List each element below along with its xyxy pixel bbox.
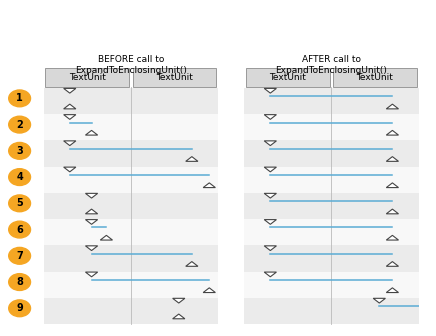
Bar bbox=[44, 298, 218, 324]
Polygon shape bbox=[386, 235, 399, 240]
Polygon shape bbox=[173, 314, 185, 319]
Text: 7: 7 bbox=[16, 251, 23, 261]
Text: 8: 8 bbox=[16, 277, 23, 287]
Text: TextUnit: TextUnit bbox=[269, 73, 306, 82]
Text: 3: 3 bbox=[16, 146, 23, 156]
Text: 9: 9 bbox=[16, 303, 23, 313]
Polygon shape bbox=[386, 288, 399, 293]
Polygon shape bbox=[373, 298, 385, 303]
Polygon shape bbox=[264, 141, 276, 145]
Bar bbox=[244, 219, 419, 245]
Polygon shape bbox=[203, 288, 215, 293]
Text: TextUnit: TextUnit bbox=[357, 73, 393, 82]
Polygon shape bbox=[64, 88, 76, 93]
Bar bbox=[244, 271, 419, 298]
Polygon shape bbox=[64, 104, 76, 109]
Text: TextUnit: TextUnit bbox=[156, 73, 193, 82]
Polygon shape bbox=[64, 141, 76, 145]
Polygon shape bbox=[85, 193, 98, 198]
Text: 6: 6 bbox=[16, 224, 23, 235]
Bar bbox=[44, 167, 218, 193]
Text: 2: 2 bbox=[16, 120, 23, 130]
Polygon shape bbox=[386, 104, 399, 109]
Polygon shape bbox=[264, 193, 276, 198]
Polygon shape bbox=[264, 220, 276, 224]
Polygon shape bbox=[386, 183, 399, 187]
Bar bbox=[44, 88, 218, 114]
FancyBboxPatch shape bbox=[45, 68, 129, 87]
Text: AFTER call to
ExpandToEnclosingUnit(): AFTER call to ExpandToEnclosingUnit() bbox=[276, 55, 387, 75]
Polygon shape bbox=[100, 235, 112, 240]
Polygon shape bbox=[186, 262, 198, 266]
Polygon shape bbox=[386, 130, 399, 135]
Polygon shape bbox=[186, 157, 198, 161]
Bar bbox=[244, 140, 419, 167]
Text: 4: 4 bbox=[16, 172, 23, 182]
Polygon shape bbox=[85, 130, 98, 135]
Polygon shape bbox=[386, 262, 399, 266]
Polygon shape bbox=[386, 209, 399, 214]
Polygon shape bbox=[264, 88, 276, 93]
Text: 5: 5 bbox=[16, 198, 23, 208]
Polygon shape bbox=[85, 220, 98, 224]
Text: BEFORE call to
ExpandToEnclosingUnit(): BEFORE call to ExpandToEnclosingUnit() bbox=[75, 55, 187, 75]
Bar bbox=[244, 245, 419, 271]
Bar bbox=[44, 114, 218, 140]
Polygon shape bbox=[85, 272, 98, 277]
Bar bbox=[44, 140, 218, 167]
Polygon shape bbox=[264, 115, 276, 119]
Polygon shape bbox=[173, 298, 185, 303]
Bar bbox=[44, 245, 218, 271]
Bar bbox=[244, 114, 419, 140]
Bar bbox=[44, 193, 218, 219]
Bar bbox=[244, 88, 419, 114]
Polygon shape bbox=[386, 157, 399, 161]
Text: 1: 1 bbox=[16, 93, 23, 103]
Bar bbox=[44, 271, 218, 298]
Polygon shape bbox=[421, 314, 433, 319]
FancyBboxPatch shape bbox=[246, 68, 330, 87]
FancyBboxPatch shape bbox=[133, 68, 216, 87]
Bar bbox=[44, 219, 218, 245]
Polygon shape bbox=[64, 115, 76, 119]
FancyBboxPatch shape bbox=[333, 68, 417, 87]
Bar bbox=[244, 167, 419, 193]
Polygon shape bbox=[203, 183, 215, 187]
Polygon shape bbox=[85, 209, 98, 214]
Text: TextUnit: TextUnit bbox=[69, 73, 106, 82]
Polygon shape bbox=[264, 272, 276, 277]
Polygon shape bbox=[64, 167, 76, 172]
Bar bbox=[244, 298, 419, 324]
Polygon shape bbox=[264, 167, 276, 172]
Polygon shape bbox=[264, 246, 276, 251]
Polygon shape bbox=[85, 246, 98, 251]
Bar bbox=[244, 193, 419, 219]
